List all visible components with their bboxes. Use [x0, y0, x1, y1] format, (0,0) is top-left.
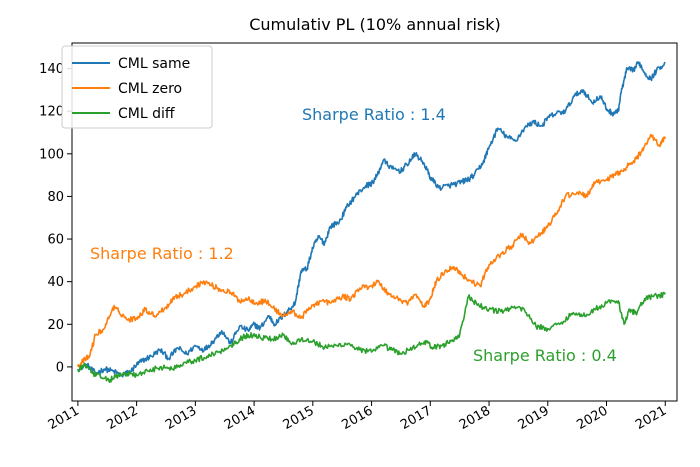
x-tick-label-2019: 2019 — [516, 403, 552, 433]
x-tick-label-2018: 2018 — [457, 403, 493, 433]
x-tick-label-2013: 2013 — [163, 403, 199, 433]
y-tick-label-120: 120 — [39, 105, 64, 120]
y-tick-label-80: 80 — [47, 190, 64, 205]
legend: CML same CML zero CML diff — [61, 45, 213, 129]
x-tick-label-2017: 2017 — [398, 403, 434, 433]
annotation-sharpe-same: Sharpe Ratio : 1.4 — [302, 105, 446, 124]
y-axis: 0 20 40 60 80 100 120 140 — [39, 62, 72, 375]
legend-label-cml-diff: CML diff — [118, 106, 175, 122]
y-tick-label-60: 60 — [47, 233, 64, 248]
x-tick-label-2016: 2016 — [339, 403, 375, 433]
y-tick-label-100: 100 — [39, 147, 64, 162]
plot-frame — [71, 42, 678, 402]
y-tick-label-20: 20 — [47, 318, 64, 333]
x-tick-label-2015: 2015 — [281, 403, 317, 433]
series-line-cml-zero — [77, 133, 667, 368]
series-line-cml-same — [77, 61, 666, 378]
series-layer — [77, 61, 667, 383]
x-axis: 2011 2012 2013 2014 2015 2016 2017 2018 2019 2020… — [46, 401, 669, 433]
annotation-sharpe-zero: Sharpe Ratio : 1.2 — [90, 244, 234, 263]
chart-title: Cumulativ PL (10% annual risk) — [249, 15, 501, 34]
x-tick-label-2011: 2011 — [46, 403, 82, 433]
series-line-cml-diff — [77, 291, 666, 383]
y-tick-label-40: 40 — [47, 275, 64, 290]
x-tick-label-2014: 2014 — [222, 403, 258, 433]
annotation-layer: Sharpe Ratio : 1.4 Sharpe Ratio : 1.2 Sh… — [90, 105, 617, 365]
legend-frame — [61, 45, 213, 129]
x-tick-label-2021: 2021 — [633, 403, 669, 433]
x-tick-label-2012: 2012 — [104, 403, 140, 433]
annotation-sharpe-diff: Sharpe Ratio : 0.4 — [473, 346, 617, 365]
x-tick-label-2020: 2020 — [574, 403, 610, 433]
y-tick-label-140: 140 — [39, 62, 64, 77]
legend-label-cml-same: CML same — [118, 56, 190, 72]
y-tick-label-0: 0 — [56, 360, 64, 375]
legend-label-cml-zero: CML zero — [118, 81, 182, 97]
